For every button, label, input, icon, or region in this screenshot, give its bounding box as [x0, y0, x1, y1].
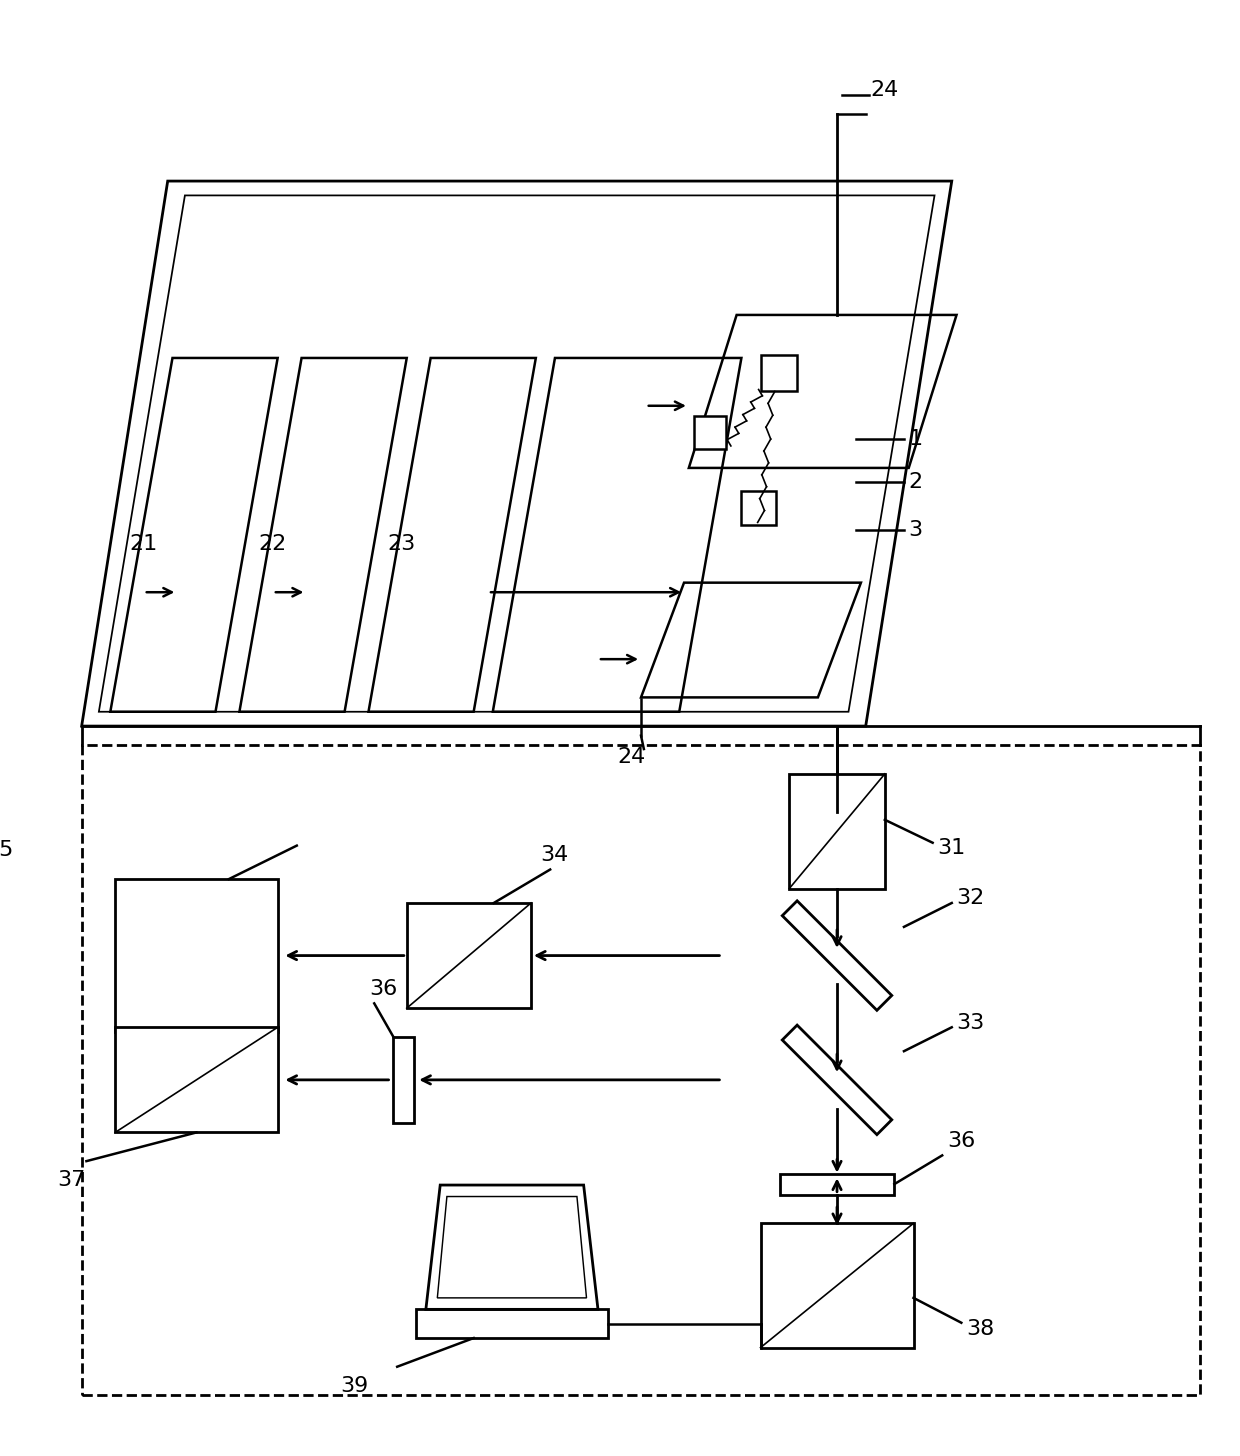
- Bar: [760, 355, 797, 392]
- Text: 3: 3: [909, 520, 923, 540]
- Text: 39: 39: [340, 1376, 368, 1396]
- Bar: [780, 1174, 894, 1194]
- Bar: [115, 1028, 278, 1133]
- Text: 36: 36: [370, 978, 398, 999]
- Text: 23: 23: [388, 534, 415, 555]
- Bar: [742, 491, 776, 526]
- Text: 1: 1: [909, 430, 923, 450]
- Text: 24: 24: [618, 747, 645, 767]
- Text: 2: 2: [909, 472, 923, 492]
- Text: 34: 34: [541, 844, 569, 865]
- Text: 22: 22: [258, 534, 286, 555]
- Bar: [693, 416, 727, 448]
- Text: 33: 33: [956, 1012, 985, 1032]
- Text: 36: 36: [947, 1131, 975, 1152]
- Text: 24: 24: [870, 80, 899, 100]
- Text: 37: 37: [58, 1171, 86, 1190]
- Text: 35: 35: [0, 840, 14, 860]
- Bar: [115, 879, 278, 1032]
- Bar: [407, 903, 531, 1008]
- Text: 32: 32: [956, 888, 985, 909]
- Bar: [393, 1037, 414, 1123]
- Text: 31: 31: [937, 839, 966, 859]
- Bar: [82, 745, 1200, 1395]
- Bar: [789, 775, 885, 888]
- Text: 38: 38: [966, 1319, 994, 1340]
- Bar: [417, 1309, 608, 1338]
- Text: 21: 21: [129, 534, 157, 555]
- Bar: [760, 1223, 914, 1348]
